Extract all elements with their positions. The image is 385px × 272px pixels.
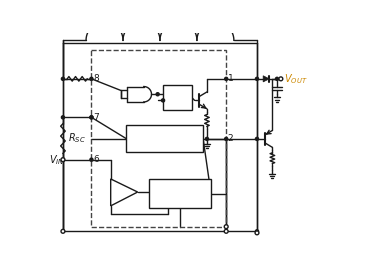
- Circle shape: [62, 158, 65, 161]
- Circle shape: [90, 158, 93, 161]
- Circle shape: [224, 229, 228, 233]
- Bar: [149, 179, 211, 208]
- Bar: [92, 50, 226, 227]
- Circle shape: [62, 116, 65, 119]
- Text: 8: 8: [93, 74, 99, 83]
- Circle shape: [156, 93, 159, 96]
- Circle shape: [225, 77, 228, 81]
- Bar: [126, 125, 203, 152]
- Bar: [163, 85, 192, 110]
- Polygon shape: [263, 76, 270, 82]
- Text: 6: 6: [93, 155, 99, 164]
- Circle shape: [62, 77, 65, 81]
- Circle shape: [90, 116, 93, 119]
- Circle shape: [279, 77, 283, 81]
- Circle shape: [256, 137, 259, 140]
- Circle shape: [90, 116, 93, 119]
- Circle shape: [162, 99, 165, 102]
- Text: $V_{OUT}$: $V_{OUT}$: [284, 72, 308, 86]
- Circle shape: [225, 137, 228, 140]
- Text: $V_{IN}$: $V_{IN}$: [49, 153, 65, 166]
- Text: $R_{SC}$: $R_{SC}$: [69, 132, 86, 146]
- Circle shape: [90, 77, 93, 81]
- Circle shape: [61, 158, 65, 162]
- Circle shape: [206, 137, 209, 140]
- Circle shape: [275, 77, 279, 81]
- Text: 2: 2: [228, 134, 233, 143]
- Circle shape: [224, 225, 228, 228]
- Circle shape: [256, 230, 259, 233]
- Circle shape: [256, 77, 259, 81]
- Circle shape: [61, 229, 65, 233]
- Text: 7: 7: [93, 113, 99, 122]
- Circle shape: [255, 231, 259, 235]
- Text: 1: 1: [228, 74, 233, 83]
